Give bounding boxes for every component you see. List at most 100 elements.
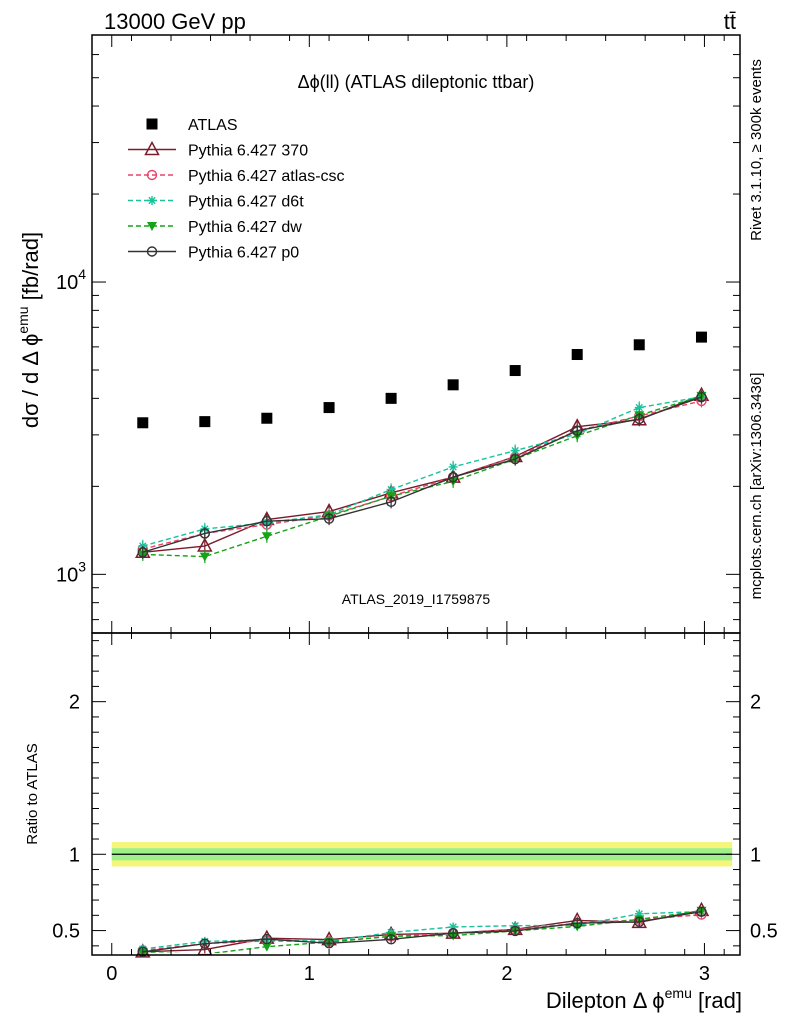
ratio-line xyxy=(142,909,702,953)
legend-item: Pythia 6.427 d6t xyxy=(128,194,304,211)
data-point xyxy=(385,496,397,508)
legend-item: Pythia 6.427 370 xyxy=(128,140,308,160)
data-point xyxy=(137,547,148,558)
data-point xyxy=(634,413,645,425)
legend-item: Pythia 6.427 p0 xyxy=(128,245,299,262)
legend-marker xyxy=(147,222,157,231)
ratio-line xyxy=(142,913,702,952)
data-point xyxy=(447,471,459,483)
y-axis-title: dσ / d Δ ϕemu [fb/rad] xyxy=(15,232,43,428)
ratio-panel-frame xyxy=(91,632,741,956)
ratio-line xyxy=(142,911,702,953)
series-mc-2 xyxy=(137,394,707,556)
series-mc-1 xyxy=(135,386,710,559)
data-point xyxy=(386,485,396,495)
chart-title: Δϕ(ll) (ATLAS dileptonic ttbar) xyxy=(298,72,535,92)
series-line xyxy=(142,396,702,547)
x-tick-label: 0 xyxy=(106,963,117,985)
ratio-series-5 xyxy=(137,906,707,958)
ratio-series-4 xyxy=(137,906,707,958)
legend-marker xyxy=(144,140,160,156)
legend-item: Pythia 6.427 dw xyxy=(128,219,302,236)
data-point xyxy=(510,446,520,456)
series-mc-5 xyxy=(137,390,707,559)
ratio-line xyxy=(142,910,702,950)
x-tick-label: 1 xyxy=(304,963,315,985)
legend-label: Pythia 6.427 d6t xyxy=(188,194,304,211)
side-label-mcplots: mcplots.cern.ch [arXiv:1306.3436] xyxy=(748,373,765,600)
series-line xyxy=(142,395,702,558)
ratio-point xyxy=(510,921,520,931)
ratio-y-tick-label: 2 xyxy=(69,692,80,714)
ratio-point xyxy=(261,942,272,952)
ratio-y-tick-label-right: 1 xyxy=(750,844,761,866)
svg-text:Dilepton Δ ϕemu [rad]: Dilepton Δ ϕemu [rad] xyxy=(546,985,742,1013)
ratio-point xyxy=(696,906,707,917)
legend-label: Pythia 6.427 p0 xyxy=(188,245,299,262)
ratio-point xyxy=(634,916,645,928)
legend-label: Pythia 6.427 atlas-csc xyxy=(188,168,345,185)
ratio-point xyxy=(509,925,521,937)
ratio-point xyxy=(447,927,459,939)
data-point xyxy=(571,349,583,361)
data-point xyxy=(633,339,645,351)
legend-item: ATLAS xyxy=(146,117,238,134)
legend-label: ATLAS xyxy=(188,117,238,134)
legend-item: Pythia 6.427 atlas-csc xyxy=(128,168,345,185)
legend-label: Pythia 6.427 dw xyxy=(188,219,302,236)
ratio-line xyxy=(142,910,702,953)
ratio-y-tick-label: 1 xyxy=(69,844,80,866)
legend-marker xyxy=(147,196,157,205)
legend-marker xyxy=(146,246,158,257)
series-line xyxy=(142,396,702,553)
data-point xyxy=(509,453,521,465)
data-point xyxy=(634,403,644,413)
data-point xyxy=(572,425,583,436)
y-tick-label: 104 xyxy=(56,266,86,294)
data-point xyxy=(323,402,335,414)
x-tick-label: 3 xyxy=(699,963,710,985)
ratio-y-axis-title: Ratio to ATLAS xyxy=(24,743,41,844)
series-atlas xyxy=(137,331,707,429)
ratio-y-tick-label-right: 2 xyxy=(750,692,761,714)
data-point xyxy=(261,532,272,542)
data-point xyxy=(199,552,210,562)
header-left: 13000 GeV pp xyxy=(104,9,246,34)
ratio-point xyxy=(137,946,148,958)
header-right: tt̄ xyxy=(724,9,736,34)
data-point xyxy=(385,392,397,404)
data-point xyxy=(199,416,211,428)
data-point xyxy=(261,515,273,527)
ratio-point xyxy=(448,922,458,932)
legend-label: Pythia 6.427 370 xyxy=(188,143,308,160)
data-point xyxy=(199,528,211,539)
legend: ATLAS Pythia 6.427 370 Pythia 6.427 atlas-… xyxy=(128,117,345,262)
data-point xyxy=(509,365,521,377)
data-point xyxy=(447,379,459,391)
ratio-point xyxy=(634,909,644,919)
legend-marker xyxy=(146,169,158,181)
svg-text:dσ / d Δ ϕemu [fb/rad]: dσ / d Δ ϕemu [fb/rad] xyxy=(15,232,43,428)
side-label-rivet: Rivet 3.1.10, ≥ 300k events xyxy=(748,59,765,241)
x-axis-title: Dilepton Δ ϕemu [rad] xyxy=(546,985,742,1013)
data-point xyxy=(261,412,273,424)
legend-marker xyxy=(146,118,158,130)
ratio-point xyxy=(199,938,211,949)
data-point xyxy=(448,462,458,472)
x-tick-label: 2 xyxy=(501,963,512,985)
data-point xyxy=(137,417,149,429)
ratio-y-tick-label-right: 0.5 xyxy=(750,921,778,943)
ratio-point xyxy=(261,933,273,945)
ratio-y-tick-label: 0.5 xyxy=(52,921,80,943)
watermark: ATLAS_2019_I1759875 xyxy=(342,591,491,607)
ratio-point xyxy=(385,934,397,945)
data-point xyxy=(323,513,335,524)
series-line xyxy=(142,400,702,550)
ratio-point xyxy=(572,917,583,929)
ratio-point xyxy=(323,938,335,949)
y-tick-label: 103 xyxy=(56,558,86,586)
data-point xyxy=(695,331,707,343)
data-point xyxy=(696,391,707,403)
series-mc-3 xyxy=(138,390,706,553)
